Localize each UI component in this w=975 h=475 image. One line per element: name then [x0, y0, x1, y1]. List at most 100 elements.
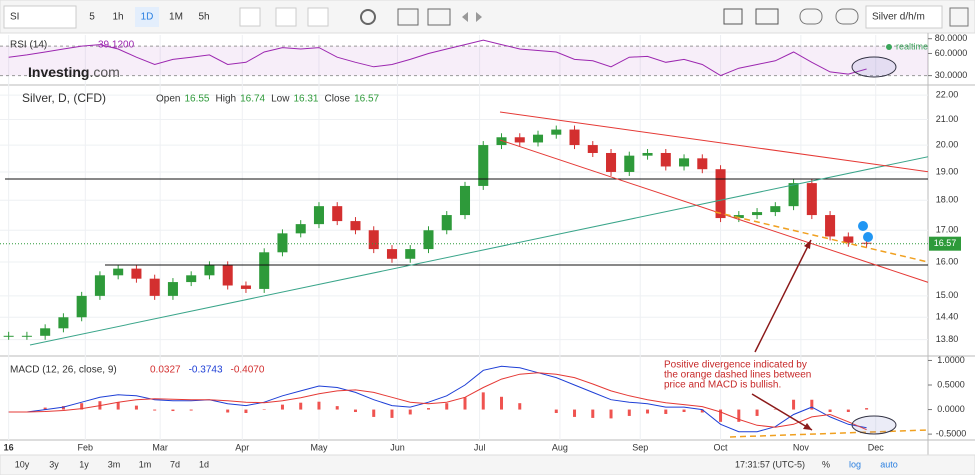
- candle: [295, 224, 306, 234]
- compare-icon[interactable]: [427, 8, 451, 26]
- macd-histogram: [554, 409, 558, 413]
- macd-tick-label: 1.0000: [937, 355, 965, 365]
- signal-line: [8, 372, 867, 431]
- x-tick-label: May: [310, 442, 328, 452]
- candle: [788, 183, 799, 207]
- candle: [642, 152, 653, 156]
- axis-option[interactable]: %: [822, 459, 830, 469]
- marker[interactable]: [863, 232, 873, 242]
- range-button[interactable]: 7d: [170, 459, 180, 469]
- candle: [40, 328, 51, 336]
- bar-icon[interactable]: [307, 7, 329, 27]
- last-price-box: [929, 236, 961, 251]
- y-tick-label: 19.00: [936, 166, 959, 176]
- x-tick-label: Mar: [152, 442, 168, 452]
- candle: [277, 233, 288, 253]
- status-dot: [886, 44, 892, 50]
- cloud-down[interactable]: [799, 8, 823, 25]
- macd-title: MACD (12, 26, close, 9): [10, 365, 117, 376]
- price-divergence: [714, 211, 928, 263]
- candle: [496, 137, 507, 146]
- candle: [514, 137, 525, 143]
- x-tick-label: Feb: [78, 442, 94, 452]
- interval[interactable]: 1M: [169, 12, 183, 23]
- axis-option[interactable]: auto: [880, 459, 898, 469]
- axis-option[interactable]: log: [849, 459, 861, 469]
- range-button[interactable]: 3m: [108, 459, 121, 469]
- interval[interactable]: 5h: [198, 12, 209, 23]
- marker[interactable]: [858, 221, 868, 231]
- symbol: SI: [10, 12, 19, 23]
- macd-histogram: [445, 403, 449, 410]
- y-tick-label: 16.00: [936, 256, 959, 266]
- x-tick-label: Dec: [868, 442, 885, 452]
- candle: [332, 206, 343, 222]
- macd-histogram: [372, 409, 376, 417]
- macd-tick-label: 0.5000: [937, 379, 965, 389]
- instrument-box[interactable]: [865, 5, 943, 29]
- arrow-head: [804, 240, 811, 249]
- annotation: Positive divergence indicated by: [664, 360, 807, 371]
- undo-redo[interactable]: [462, 12, 482, 22]
- channel-bottom: [499, 139, 928, 283]
- candle: [3, 335, 14, 337]
- y-tick-label: 15.00: [936, 290, 959, 300]
- candle: [532, 134, 544, 143]
- macd-histogram: [573, 409, 577, 417]
- rsi-tick-label: 60.0000: [935, 48, 968, 58]
- instrument: Silver d/h/m: [872, 12, 925, 23]
- rsi-status: realtime: [896, 41, 928, 51]
- ohlc-label: Open: [156, 94, 180, 105]
- ohlc-label: Low: [271, 94, 290, 105]
- candle: [660, 152, 671, 167]
- line-icon[interactable]: [275, 7, 297, 27]
- macd-histogram: [353, 409, 357, 413]
- fullscreen[interactable]: [949, 7, 969, 27]
- rsi-tick-label: 30.0000: [935, 70, 968, 80]
- cloud-up[interactable]: [835, 8, 859, 25]
- y-tick-label: 21.00: [936, 114, 959, 124]
- x-tick-label: Apr: [235, 442, 249, 452]
- camera-icon[interactable]: [723, 8, 743, 25]
- candle: [350, 221, 361, 231]
- range-button[interactable]: 1d: [199, 459, 209, 469]
- macd-histogram: [500, 396, 504, 410]
- macd-histogram: [591, 409, 595, 418]
- range-button[interactable]: 10y: [15, 459, 30, 469]
- candle: [222, 265, 233, 286]
- candle: [204, 265, 215, 276]
- candle-icon[interactable]: [239, 7, 261, 27]
- candle: [423, 230, 434, 250]
- clock: 17:31:57 (UTC-5): [735, 459, 805, 469]
- interval[interactable]: 5: [89, 12, 95, 23]
- range-button[interactable]: 3y: [49, 459, 59, 469]
- macd-histogram: [755, 409, 759, 416]
- range-button[interactable]: 1y: [79, 459, 89, 469]
- interval[interactable]: 1D: [141, 12, 154, 23]
- layout-icon[interactable]: [755, 8, 779, 25]
- price-title: Silver, D, (CFD): [22, 91, 106, 105]
- symbol-box[interactable]: [3, 5, 77, 29]
- y-tick-label: 14.40: [936, 312, 959, 322]
- macd-histogram: [134, 405, 138, 410]
- candle: [861, 242, 872, 244]
- macd-histogram: [646, 409, 650, 414]
- candle: [587, 145, 598, 153]
- macd-histogram: [61, 406, 65, 410]
- rsi-title: RSI (14): [10, 40, 47, 51]
- settings-icon[interactable]: [360, 9, 376, 25]
- macd-histogram: [171, 409, 175, 412]
- macd-histogram: [792, 399, 796, 410]
- candle: [131, 268, 142, 279]
- range-button[interactable]: 1m: [139, 459, 152, 469]
- candle: [113, 268, 124, 276]
- macd-histogram: [865, 408, 869, 410]
- indicator-icon[interactable]: [397, 8, 419, 26]
- rsi-value: 39.1200: [98, 40, 135, 51]
- macd-reading: 0.0327: [150, 365, 181, 376]
- y-tick-label: 20.00: [936, 139, 959, 149]
- interval[interactable]: 1h: [112, 12, 123, 23]
- y-tick-label: 13.80: [936, 334, 959, 344]
- candle: [459, 185, 471, 216]
